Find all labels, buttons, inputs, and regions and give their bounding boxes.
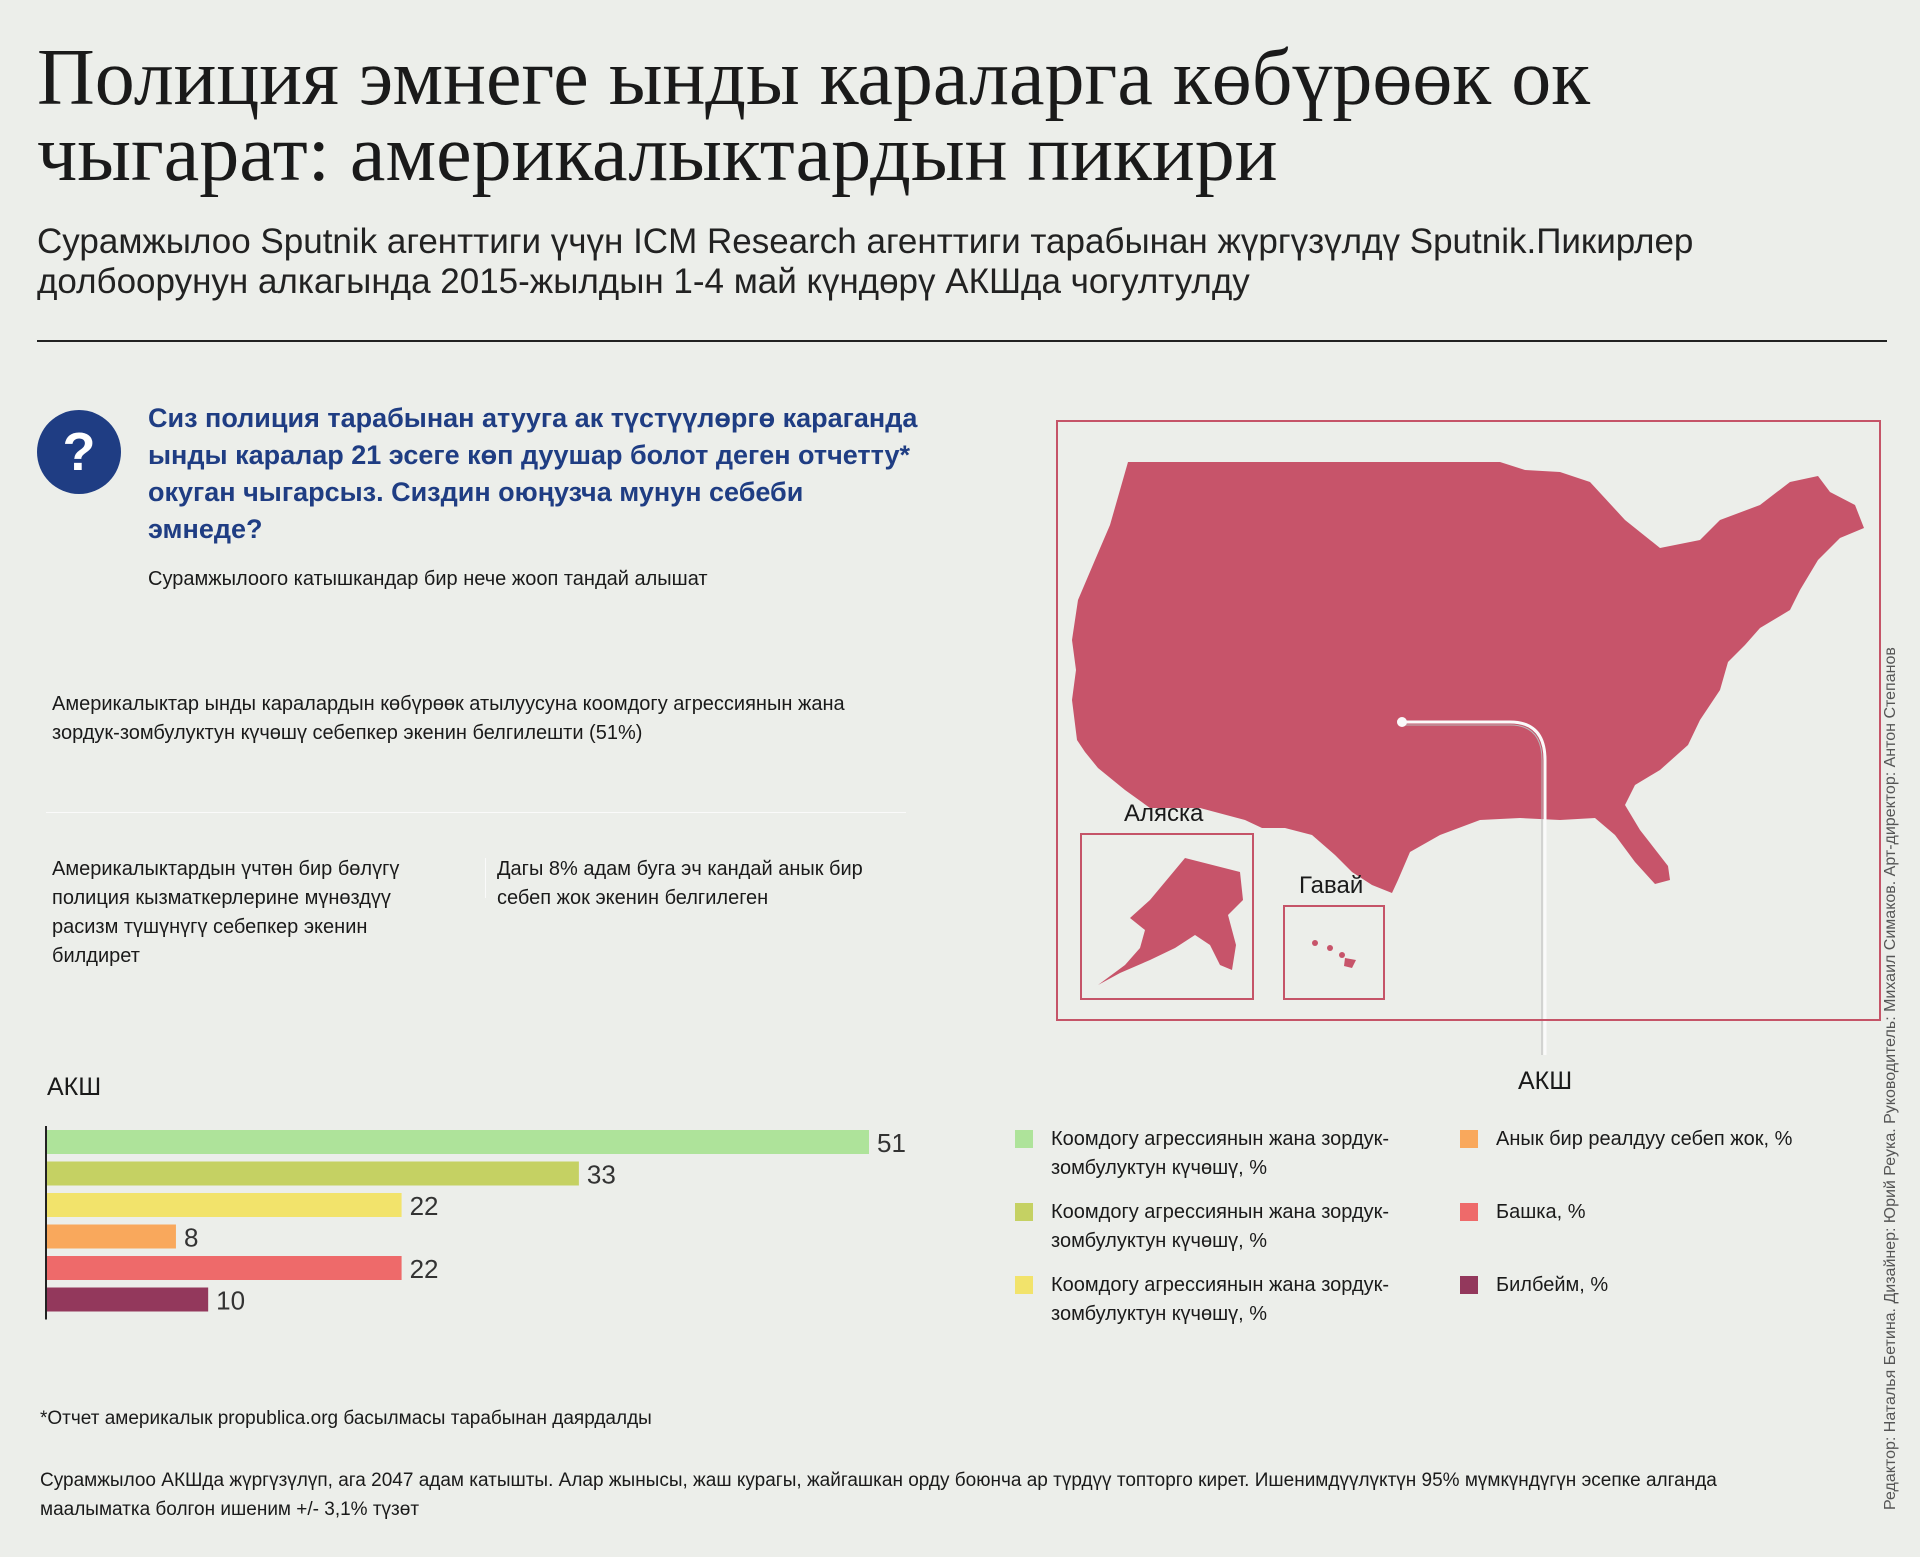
credits: Редактор: Наталья Бетина. Дизайнер: Юрий… [1882,647,1899,1510]
legend-item: Анык бир реалдуу себеп жок, % [1460,1125,1880,1154]
legend-label: Анык бир реалдуу себеп жок, % [1496,1128,1793,1150]
legend-label: Коомдогу агрессиянын жана зордук-зомбулу… [1051,1274,1390,1325]
bar [47,1224,176,1249]
bar-value-label: 51 [877,1128,906,1158]
legend-item: Билбейм, % [1460,1271,1880,1300]
bar-value-label: 33 [587,1160,616,1190]
legend-swatch [1460,1276,1478,1294]
methodology-note: Сурамжылоо АКШда жүргүзүлүп, ага 2047 ад… [40,1470,1717,1520]
page-title: Полиция эмнеге ынды караларга көбүрөөк о… [37,34,1591,198]
question-icon: ? [37,410,121,494]
bar [47,1256,402,1280]
facts-divider [46,812,906,813]
footnote: *Отчет америкалык propublica.org басылма… [40,1408,652,1429]
bar-chart: 51 33 22 8 22 10 [45,1126,906,1320]
legend-label: Коомдогу агрессиянын жана зордук-зомбулу… [1051,1128,1390,1179]
hawaii-frame [1283,905,1385,1000]
bar-value-label: 10 [216,1286,245,1316]
legend-item: Коомдогу агрессиянын жана зордук-зомбулу… [1015,1198,1435,1256]
bar [47,1130,869,1154]
fact-racism: Америкалыктардын үчтөн бир бөлүгү полици… [52,858,400,967]
hawaii-label: Гавай [1299,872,1364,899]
header-divider [37,340,1887,342]
bar [47,1193,402,1217]
map-frame [1056,420,1881,1021]
legend-label: Коомдогу агрессиянын жана зордук-зомбулу… [1051,1201,1390,1252]
bar [47,1161,579,1186]
chart-legend: Коомдогу агрессиянын жана зордук-зомбулу… [1015,1125,1875,1345]
legend-item: Коомдогу агрессиянын жана зордук-зомбулу… [1015,1125,1435,1183]
alaska-label: Аляска [1124,800,1204,827]
survey-question: Сиз полиция тарабынан атууга ак түстүүлө… [148,403,918,544]
bar-value-label: 22 [410,1254,439,1284]
bar-value-label: 8 [184,1223,198,1253]
fact-no-reason: Дагы 8% адам буга эч кандай анык бир себ… [497,858,863,909]
survey-note: Сурамжылоого катышкандар бир нече жооп т… [148,568,708,590]
legend-swatch [1015,1203,1033,1221]
legend-swatch [1015,1130,1033,1148]
legend-label: Билбейм, % [1496,1274,1609,1296]
chart-title: АКШ [47,1073,102,1101]
legend-swatch [1460,1203,1478,1221]
map-country-label: АКШ [1518,1067,1573,1095]
legend-swatch [1460,1130,1478,1148]
facts-column-divider [485,858,486,898]
page-subtitle: Сурамжылоо Sputnik агенттиги үчүн ICM Re… [37,222,1694,301]
legend-item: Коомдогу агрессиянын жана зордук-зомбулу… [1015,1271,1435,1329]
bar-value-label: 22 [410,1191,439,1221]
alaska-frame [1080,833,1254,1000]
legend-swatch [1015,1276,1033,1294]
bar [47,1287,209,1312]
legend-item: Башка, % [1460,1198,1880,1227]
fact-aggression: Америкалыктар ынды каралардын көбүрөөк а… [52,693,845,744]
legend-label: Башка, % [1496,1201,1586,1223]
